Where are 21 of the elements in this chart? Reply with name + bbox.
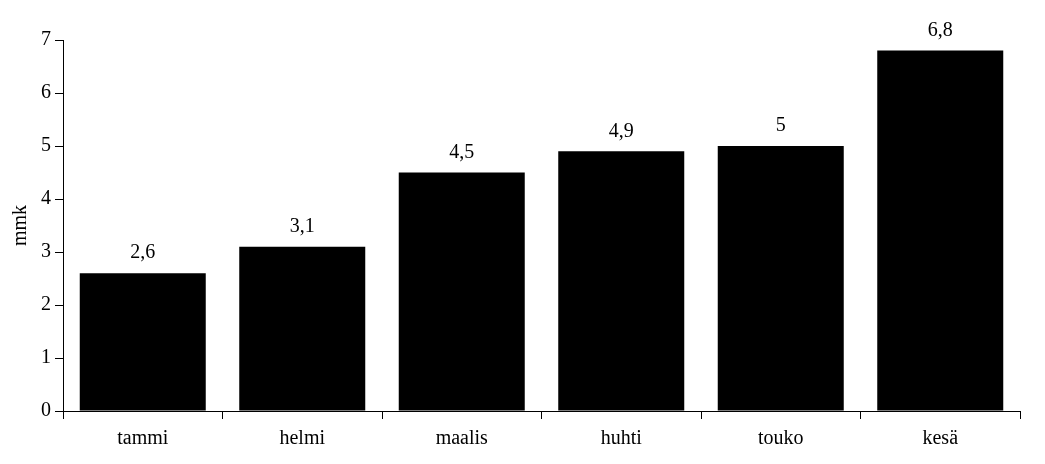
y-tick-label: 4 [41, 186, 51, 209]
x-tick-label: helmi [279, 426, 326, 449]
data-label: 3,1 [289, 213, 315, 236]
x-tick-label: touko [757, 426, 804, 449]
x-tick-label: tammi [117, 426, 169, 449]
data-label: 6,8 [927, 17, 953, 40]
x-tick-label: maalis [435, 426, 489, 449]
data-label: 5 [775, 113, 786, 136]
y-tick-label: 5 [41, 133, 51, 156]
data-label: 4,5 [449, 139, 475, 162]
y-tick-label: 0 [41, 398, 51, 421]
data-label: 4,9 [608, 118, 634, 141]
y-tick-label: 3 [41, 239, 51, 262]
y-tick-label: 7 [41, 27, 51, 50]
data-label: 2,6 [130, 240, 156, 263]
y-tick-label: 2 [41, 292, 51, 315]
y-axis-title: mmk [8, 204, 31, 247]
y-tick-label: 1 [41, 345, 51, 368]
x-tick-label: kesä [922, 426, 959, 449]
x-tick-label: huhti [600, 426, 643, 449]
y-tick-label: 6 [41, 80, 51, 103]
